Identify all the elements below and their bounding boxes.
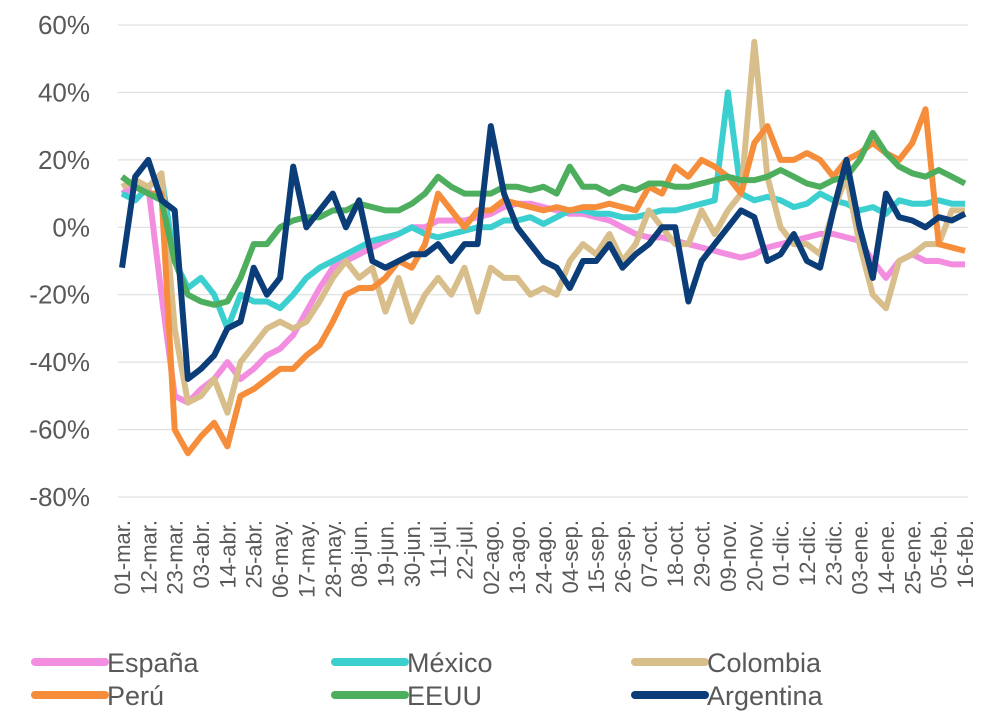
x-tick-label: 29-oct.: [690, 520, 715, 587]
x-tick-label: 23-dic.: [821, 520, 846, 586]
legend-label: España: [107, 648, 200, 678]
x-tick-label: 12-mar.: [136, 520, 161, 595]
series-line: [120, 106, 966, 457]
x-tick-label: 13-ago.: [505, 520, 530, 595]
x-tick-label: 03-ene.: [848, 520, 873, 595]
x-tick-label: 01-dic.: [769, 520, 794, 586]
x-tick-label: 15-sep.: [584, 520, 609, 593]
y-tick-label: -60%: [29, 415, 90, 445]
y-tick-label: 60%: [38, 10, 90, 40]
x-tick-label: 01-mar.: [110, 520, 135, 595]
y-tick-label: -20%: [29, 280, 90, 310]
legend-label: México: [407, 648, 493, 678]
x-tick-label: 04-sep.: [558, 520, 583, 593]
x-tick-label: 25-abr.: [242, 520, 267, 589]
x-tick-label: 07-oct.: [637, 520, 662, 587]
x-tick-label: 14-ene.: [874, 520, 899, 595]
x-tick-label: 05-feb.: [927, 520, 952, 589]
y-tick-label: 40%: [38, 77, 90, 107]
series-line: [120, 89, 965, 332]
x-tick-label: 08-jun.: [347, 520, 372, 587]
x-tick-label: 02-ago.: [479, 520, 504, 595]
y-tick-label: 0%: [52, 212, 90, 242]
series-line: [119, 123, 967, 382]
x-tick-label: 09-nov.: [716, 520, 741, 592]
y-tick-label: -40%: [29, 347, 90, 377]
x-tick-label: 12-dic.: [795, 520, 820, 586]
x-tick-label: 26-sep.: [611, 520, 636, 593]
x-tick-label: 23-mar.: [163, 520, 188, 595]
x-tick-label: 19-jun.: [373, 520, 398, 587]
x-tick-label: 30-jun.: [400, 520, 425, 587]
x-tick-label: 03-abr.: [189, 520, 214, 589]
legend-label: Perú: [107, 681, 164, 711]
legend-label: EEUU: [407, 681, 482, 711]
x-tick-label: 06-may.: [268, 520, 293, 598]
series-line: [120, 129, 967, 308]
x-tick-label: 25-ene.: [900, 520, 925, 595]
y-tick-label: 20%: [38, 145, 90, 175]
x-tick-label: 28-may.: [321, 520, 346, 598]
legend-label: Colombia: [707, 648, 822, 678]
y-tick-label: -80%: [29, 482, 90, 512]
legend-label: Argentina: [707, 681, 824, 711]
x-tick-label: 16-feb.: [953, 520, 978, 589]
x-tick-label: 24-ago.: [532, 520, 557, 595]
x-tick-label: 18-oct.: [663, 520, 688, 587]
x-tick-label: 20-nov.: [742, 520, 767, 592]
x-tick-label: 14-abr.: [215, 520, 240, 589]
x-tick-label: 11-jul.: [426, 520, 451, 578]
x-tick-label: 17-may.: [294, 520, 319, 598]
x-tick-label: 22-jul.: [452, 520, 477, 580]
